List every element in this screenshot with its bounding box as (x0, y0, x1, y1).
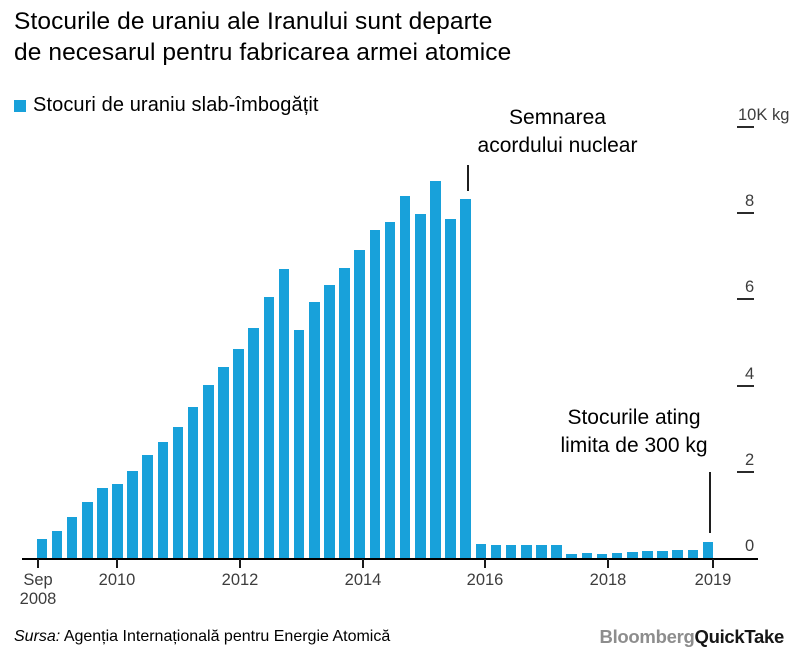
y-tick-mark (737, 384, 754, 387)
bar (520, 544, 532, 558)
legend-label: Stocuri de uraniu slab-îmbogățit (33, 94, 319, 116)
x-tick-label: 2014 (344, 571, 382, 589)
bar (233, 349, 244, 558)
y-tick-mark (737, 470, 754, 473)
bar (551, 544, 562, 558)
x-tick-label: 2010 (98, 571, 136, 589)
bar (702, 542, 714, 558)
y-tick-label: 8 (745, 192, 755, 211)
annotation-limit-line2: limita de 300 kg (560, 434, 708, 457)
annotation-limit: Stocurile ating limita de 300 kg (528, 404, 740, 460)
annotation-nuclear-deal-pointer (467, 165, 469, 191)
bar (384, 222, 396, 558)
bar (112, 483, 123, 558)
x-tick-label: 2016 (466, 571, 504, 589)
bar (203, 384, 214, 558)
bar (399, 195, 411, 558)
bar (415, 214, 426, 558)
x-tick-mark (607, 559, 609, 568)
legend-swatch-icon (14, 99, 26, 112)
source-name: Agenția Internațională pentru Energie At… (63, 628, 391, 645)
bar (581, 553, 593, 558)
chart-title: Stocurile de uraniu ale Iranului sunt de… (14, 6, 511, 68)
bar (66, 517, 78, 558)
bar (36, 538, 48, 558)
bloomberg-quicktake-logo: BloombergQuickTake (599, 626, 785, 648)
bar (97, 487, 108, 558)
bar (505, 545, 517, 558)
bar (354, 250, 366, 558)
x-axis-line (22, 558, 758, 560)
bar (263, 297, 275, 558)
x-tick-label: 2019 (694, 571, 732, 589)
bar (460, 198, 471, 558)
x-tick-mark (712, 559, 714, 568)
bar (127, 470, 138, 558)
annotation-nuclear-deal-line2: acordului nuclear (477, 134, 638, 157)
y-tick-mark (737, 212, 754, 215)
chart-title-line2: de necesarul pentru fabricarea armei ato… (14, 39, 512, 66)
bar (339, 267, 350, 558)
annotation-nuclear-deal: Semnarea acordului nuclear (440, 104, 675, 160)
bar (142, 455, 154, 558)
x-tick-label: 2012 (221, 571, 259, 589)
x-tick-label: 2018 (589, 571, 627, 589)
bar (293, 329, 305, 558)
y-tick-label: 6 (745, 278, 755, 297)
bar (445, 219, 456, 558)
bar (51, 530, 63, 558)
bar (81, 501, 93, 558)
chart-title-line1: Stocurile de uraniu ale Iranului sunt de… (14, 8, 493, 35)
x-tick-mark (484, 559, 486, 568)
bar (626, 552, 638, 558)
bar (157, 441, 169, 558)
bar (657, 550, 668, 558)
x-tick-mark (37, 559, 39, 568)
annotation-limit-line1: Stocurile ating (567, 406, 701, 429)
y-tick-label: 4 (745, 364, 755, 383)
bar (430, 180, 441, 558)
bar (278, 269, 290, 558)
bar (218, 366, 229, 558)
bar (475, 544, 487, 558)
annotation-limit-pointer (709, 472, 711, 533)
quicktake-logo-text: QuickTake (694, 626, 784, 647)
bar (596, 553, 608, 558)
bar (490, 544, 502, 558)
bar (611, 553, 623, 558)
bar (672, 550, 683, 558)
bar (642, 551, 653, 558)
x-tick-mark (362, 559, 364, 568)
y-tick-mark (737, 298, 754, 301)
source-prefix: Sursa: (14, 628, 61, 645)
y-tick-label: 2 (745, 450, 755, 469)
bar (566, 554, 577, 558)
bar (536, 545, 547, 558)
bar (369, 230, 381, 558)
x-tick-label: Sep 2008 (19, 571, 57, 608)
y-tick-label: 0 (745, 537, 755, 555)
legend: Stocuri de uraniu slab-îmbogățit (14, 94, 319, 117)
x-tick-mark (116, 559, 118, 568)
bar (687, 549, 699, 558)
annotation-nuclear-deal-line1: Semnarea (509, 106, 606, 129)
y-tick-mark (737, 126, 754, 128)
bloomberg-logo-text: Bloomberg (599, 626, 695, 647)
bar (172, 426, 184, 558)
bar (309, 301, 320, 558)
bar (248, 328, 260, 558)
x-tick-mark (239, 559, 241, 568)
bar (187, 407, 199, 558)
bar (324, 285, 335, 558)
y-tick-label: 10K kg (738, 106, 790, 124)
source-text: Sursa: Agenția Internațională pentru Ene… (14, 628, 390, 646)
